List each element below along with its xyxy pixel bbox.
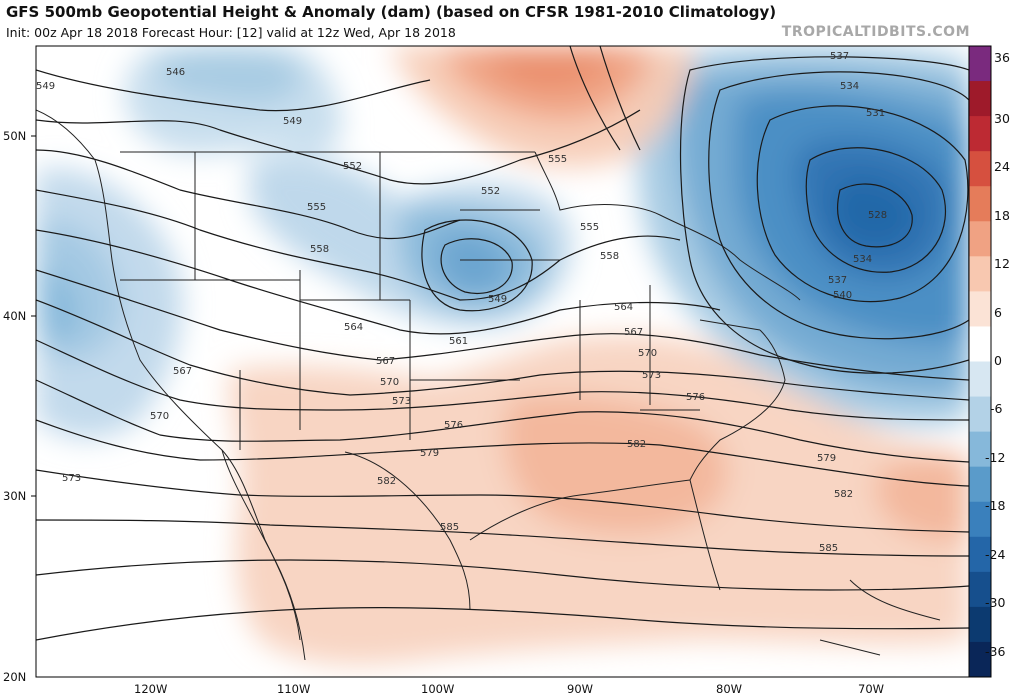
contour-label: 564	[344, 322, 363, 333]
longitude-labels: 120W 110W 100W 90W 80W 70W	[134, 682, 884, 696]
cb-label: -6	[990, 401, 1003, 416]
cb-label: -18	[985, 498, 1005, 513]
lon-label-90w: 90W	[567, 682, 593, 696]
contour-label: 537	[830, 51, 849, 62]
colorbar-swatch	[969, 116, 991, 152]
colorbar-swatch	[969, 641, 991, 678]
contour-label: 555	[548, 154, 567, 165]
colorbar-swatch	[969, 256, 991, 292]
contour-label: 546	[166, 67, 185, 78]
contour-label: 555	[307, 202, 326, 213]
contour-label: 528	[868, 210, 887, 221]
colorbar-swatch	[969, 431, 991, 468]
contour-label: 552	[343, 161, 362, 172]
contour-label: 540	[833, 290, 852, 301]
contour-label: 534	[853, 254, 872, 265]
lon-label-120w: 120W	[134, 682, 167, 696]
contour-label: 570	[150, 411, 169, 422]
map-subtitle: Init: 00z Apr 18 2018 Forecast Hour: [12…	[6, 25, 456, 40]
cb-label: 12	[994, 256, 1010, 271]
anomaly-colorbar	[968, 45, 992, 678]
lon-label-70w: 70W	[858, 682, 884, 696]
contour-label: 573	[392, 396, 411, 407]
contour-label: 531	[866, 108, 885, 119]
cb-label: -24	[985, 547, 1005, 562]
colorbar-swatch	[969, 361, 991, 398]
contour-label: 579	[817, 453, 836, 464]
colorbar-swatch	[969, 151, 991, 187]
contour-label: 576	[444, 420, 463, 431]
lon-label-80w: 80W	[716, 682, 742, 696]
colorbar-swatch	[969, 536, 991, 573]
map-plot-area: 549 546 549 552 552 555 555 555 558 558 564 561 549 5…	[36, 46, 969, 677]
contour-label: 558	[310, 244, 329, 255]
contour-label: 558	[600, 251, 619, 262]
latitude-labels: 50N 40N 30N 20N	[3, 129, 36, 684]
colorbar-swatch	[969, 501, 991, 538]
lat-label-30n: 30N	[3, 489, 26, 503]
contour-label: 585	[819, 543, 838, 554]
cb-label: 0	[994, 353, 1002, 368]
colorbar-swatch	[969, 46, 991, 82]
lat-label-20n: 20N	[3, 670, 26, 684]
cb-label: -30	[985, 595, 1005, 610]
colorbar-swatch	[969, 81, 991, 117]
contour-label: 567	[173, 366, 192, 377]
colorbar-swatch	[969, 466, 991, 503]
cb-label: 18	[994, 208, 1010, 223]
contour-label: 549	[283, 116, 302, 127]
contour-label: 564	[614, 302, 633, 313]
colorbar-swatch	[969, 291, 991, 327]
colorbar-swatch	[969, 396, 991, 433]
contour-label: 567	[376, 356, 395, 367]
contour-label: 549	[488, 294, 507, 305]
map-title: GFS 500mb Geopotential Height & Anomaly …	[6, 3, 777, 21]
lat-label-40n: 40N	[3, 309, 26, 323]
contour-labels: 549 546 549 552 552 555 555 555 558 558 564 561 549 5…	[36, 51, 887, 554]
colorbar-swatch	[969, 221, 991, 257]
contour-label: 585	[440, 522, 459, 533]
cb-label: 24	[994, 159, 1010, 174]
lon-label-110w: 110W	[277, 682, 310, 696]
lon-label-100w: 100W	[421, 682, 454, 696]
contour-label: 555	[580, 222, 599, 233]
contour-label: 570	[380, 377, 399, 388]
contour-label: 561	[449, 336, 468, 347]
contour-label: 582	[627, 439, 646, 450]
cb-label: -12	[985, 450, 1005, 465]
contour-label: 570	[638, 348, 657, 359]
colorbar-swatch	[969, 606, 991, 643]
contour-label: 549	[36, 81, 55, 92]
anomaly-shading	[36, 46, 969, 665]
colorbar-labels: 36 30 24 18 12 6 0 -6 -12 -18 -24 -30 -3…	[985, 50, 1010, 659]
lat-label-50n: 50N	[3, 129, 26, 143]
colorbar-swatch	[969, 571, 991, 608]
contour-label: 567	[624, 327, 643, 338]
contour-label: 537	[828, 275, 847, 286]
cb-label: -36	[985, 644, 1005, 659]
contour-label: 582	[377, 476, 396, 487]
cb-label: 6	[994, 305, 1002, 320]
contour-label: 576	[686, 392, 705, 403]
colorbar-swatch	[969, 326, 991, 362]
height-contours	[36, 46, 969, 641]
contour-label: 579	[420, 448, 439, 459]
colorbar-swatch	[969, 186, 991, 222]
contour-label: 552	[481, 186, 500, 197]
cb-label: 36	[994, 50, 1010, 65]
contour-label: 534	[840, 81, 859, 92]
contour-label: 573	[62, 473, 81, 484]
contour-label: 582	[834, 489, 853, 500]
colorbar-frame	[968, 45, 992, 678]
cb-label: 30	[994, 111, 1010, 126]
contour-label: 573	[642, 370, 661, 381]
brand-watermark: TROPICALTIDBITS.COM	[781, 24, 970, 40]
